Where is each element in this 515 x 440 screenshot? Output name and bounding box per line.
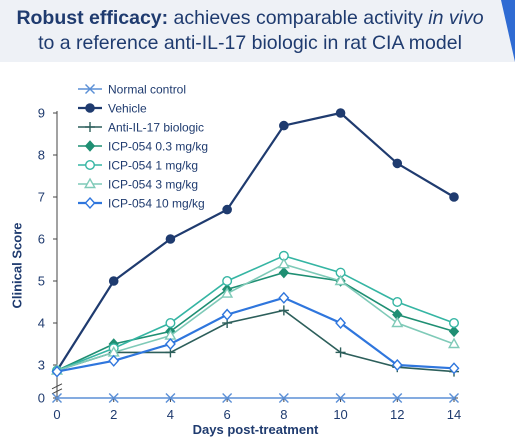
x-tick-label: 6: [224, 407, 231, 422]
slide-title-line-2: to a reference anti-IL-17 biologic in ra…: [38, 32, 462, 54]
legend-label-icp-054-10-mg-kg: ICP-054 10 mg/kg: [108, 197, 205, 211]
data-point-icp-054-0-3-mg-kg: [278, 266, 290, 279]
data-point-vehicle: [279, 120, 289, 131]
y-tick-label: 5: [38, 274, 45, 289]
y-tick-label: 3: [38, 358, 45, 373]
y-tick-label: 7: [38, 190, 45, 205]
data-point-icp-054-10-mg-kg: [391, 358, 403, 372]
legend-marker-icp-054-3-mg-kg: [84, 177, 96, 189]
x-tick-label: 10: [333, 407, 347, 422]
data-point-icp-054-3-mg-kg: [277, 257, 290, 269]
series-line-icp-054-1-mg-kg: [56, 254, 455, 372]
data-point-icp-054-3-mg-kg: [448, 337, 460, 349]
x-tick-label: 2: [110, 407, 117, 422]
axis-break-mark: [51, 383, 63, 390]
y-axis-label: Clinical Score: [9, 222, 25, 309]
title-text: achieves comparable activity: [168, 7, 429, 29]
data-point-icp-054-1-mg-kg: [449, 317, 460, 328]
data-point-icp-054-1-mg-kg: [222, 275, 233, 286]
data-point-normal-control: [52, 393, 62, 403]
data-point-icp-054-10-mg-kg: [448, 362, 460, 375]
legend-marker-icp-054-0-3-mg-kg: [84, 140, 96, 152]
legend-label-anti-il-17-biologic: Anti-IL-17 biologic: [108, 121, 204, 135]
data-point-vehicle: [449, 192, 459, 202]
data-point-icp-054-10-mg-kg: [278, 291, 290, 304]
x-tick-label: 8: [280, 407, 287, 422]
data-point-vehicle: [222, 204, 232, 215]
x-tick-label: 14: [447, 407, 461, 422]
line-chart: 0 3 4 5 6 7 8 9 0 2 4 6 8 10 12 14 Normal control Vehicle…: [38, 83, 461, 423]
data-point-icp-054-3-mg-kg: [334, 274, 347, 286]
data-point-normal-control: [165, 393, 176, 403]
data-point-normal-control: [108, 393, 119, 403]
legend-marker-normal-control: [85, 84, 95, 94]
data-point-icp-054-1-mg-kg: [165, 317, 176, 328]
legend-label-vehicle: Vehicle: [108, 102, 147, 116]
data-point-normal-control: [222, 393, 233, 403]
y-tick-label: 4: [38, 316, 45, 331]
title-bold: Robust efficacy:: [16, 7, 169, 29]
x-tick-label: 12: [390, 407, 404, 422]
legend-label-icp-054-3-mg-kg: ICP-054 3 mg/kg: [108, 178, 198, 192]
legend-marker-vehicle: [85, 103, 95, 113]
data-point-normal-control: [392, 393, 403, 403]
series-line-icp-054-3-mg-kg: [56, 263, 455, 372]
accent-triangle: [501, 0, 515, 62]
data-point-icp-054-0-3-mg-kg: [448, 325, 460, 338]
y-tick-label: 8: [38, 148, 45, 163]
y-tick-label: 6: [38, 232, 45, 247]
data-point-normal-control: [335, 393, 346, 403]
axis-break-mark: [51, 388, 63, 395]
legend-marker-icp-054-10-mg-kg: [84, 196, 96, 210]
data-point-vehicle: [392, 158, 403, 169]
data-point-icp-054-3-mg-kg: [391, 316, 404, 328]
legend-label-icp-054-0-3-mg-kg: ICP-054 0.3 mg/kg: [108, 140, 208, 154]
data-point-icp-054-10-mg-kg: [108, 354, 120, 367]
data-point-vehicle: [108, 276, 119, 286]
title-band: [0, 0, 515, 62]
series-line-icp-054-10-mg-kg: [56, 296, 455, 373]
data-point-icp-054-10-mg-kg: [164, 337, 176, 351]
data-point-icp-054-10-mg-kg: [51, 365, 63, 378]
legend-label-icp-054-1-mg-kg: ICP-054 1 mg/kg: [108, 159, 198, 173]
data-point-icp-054-1-mg-kg: [392, 296, 403, 307]
data-point-vehicle: [335, 108, 346, 118]
y-tick-label: 9: [38, 106, 45, 121]
data-point-vehicle: [165, 234, 176, 244]
data-point-icp-054-10-mg-kg: [335, 316, 347, 330]
series-line-vehicle: [56, 111, 455, 372]
legend-label-normal-control: Normal control: [108, 83, 186, 97]
data-point-icp-054-3-mg-kg: [221, 287, 234, 298]
series-line-icp-054-0-3-mg-kg: [56, 271, 455, 372]
x-tick-label: 4: [167, 407, 174, 422]
legend-marker-icp-054-1-mg-kg: [84, 159, 95, 170]
slide-title-line-1: Robust efficacy: achieves comparable act…: [0, 6, 500, 30]
data-point-normal-control: [449, 393, 459, 403]
data-point-icp-054-10-mg-kg: [221, 308, 233, 321]
x-tick-label: 0: [53, 407, 60, 422]
y-tick-label: 0: [38, 391, 45, 406]
title-italic: in vivo: [428, 7, 484, 29]
series-line-anti-il-17-biologic: [56, 309, 455, 373]
x-axis-label: Days post-treatment: [192, 422, 319, 437]
data-point-normal-control: [278, 393, 289, 403]
